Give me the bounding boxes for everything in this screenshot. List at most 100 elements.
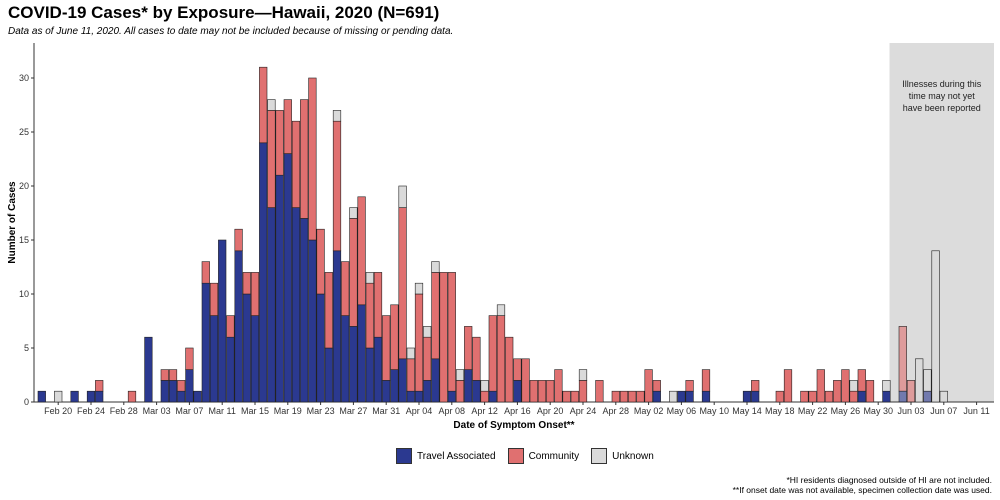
x-tick-label: May 26 bbox=[831, 406, 861, 416]
legend-label-unknown: Unknown bbox=[612, 450, 654, 462]
x-tick-label: Mar 31 bbox=[372, 406, 400, 416]
x-tick-label: Apr 16 bbox=[504, 406, 531, 416]
bar-community bbox=[406, 358, 415, 392]
legend-swatch-community bbox=[507, 448, 524, 464]
bar-unknown bbox=[431, 261, 440, 273]
bar-community bbox=[160, 369, 169, 381]
bar-community bbox=[431, 272, 440, 360]
bar-community bbox=[185, 347, 194, 370]
bar-travel-associated bbox=[357, 304, 366, 403]
bar-community bbox=[226, 315, 235, 338]
y-axis-title: Number of Cases bbox=[7, 181, 18, 264]
bar-travel-associated bbox=[201, 282, 210, 403]
legend-item-community: Community bbox=[507, 448, 579, 464]
bar-travel-associated bbox=[652, 390, 661, 403]
bar-community bbox=[775, 390, 784, 403]
bar-travel-associated bbox=[447, 390, 456, 403]
x-tick-label: Mar 27 bbox=[339, 406, 367, 416]
bar-community bbox=[250, 272, 260, 316]
bar-community bbox=[841, 369, 850, 403]
bar-travel-associated bbox=[406, 390, 415, 403]
bar-travel-associated bbox=[234, 250, 243, 403]
bar-unknown bbox=[365, 272, 374, 284]
bar-community bbox=[562, 390, 571, 403]
bar-travel-associated bbox=[308, 239, 317, 403]
bar-community bbox=[783, 369, 793, 403]
x-tick-label: Mar 11 bbox=[209, 406, 236, 416]
y-tick-label: 20 bbox=[19, 181, 29, 191]
bar-unknown bbox=[455, 369, 465, 381]
bar-travel-associated bbox=[95, 390, 104, 403]
bar-community bbox=[611, 390, 620, 403]
bar-community bbox=[570, 390, 579, 403]
bar-unknown bbox=[332, 110, 342, 122]
shade-annotation-line: time may not yet bbox=[909, 91, 976, 101]
x-tick-label: Mar 23 bbox=[307, 406, 335, 416]
chart-subtitle: Data as of June 11, 2020. All cases to d… bbox=[8, 26, 454, 37]
footnote-1: *HI residents diagnosed outside of HI ar… bbox=[786, 475, 992, 485]
bar-unknown bbox=[496, 304, 506, 316]
x-tick-label: Apr 04 bbox=[406, 406, 433, 416]
bar-community bbox=[324, 272, 333, 349]
bar-unknown bbox=[480, 380, 489, 392]
y-tick-label: 25 bbox=[19, 127, 29, 137]
x-tick-label: Mar 19 bbox=[274, 406, 302, 416]
x-tick-label: Mar 15 bbox=[241, 406, 269, 416]
bar-community bbox=[824, 390, 834, 403]
bar-travel-associated bbox=[414, 390, 424, 403]
chart-legend: Travel Associated Community Unknown bbox=[396, 446, 666, 466]
bar-travel-associated bbox=[390, 369, 399, 403]
bar-unknown bbox=[931, 250, 940, 403]
y-tick-label: 10 bbox=[19, 289, 29, 299]
x-tick-label: Apr 20 bbox=[537, 406, 564, 416]
y-tick-label: 15 bbox=[19, 235, 29, 245]
footnote-2: **If onset date was not available, speci… bbox=[732, 485, 992, 495]
bar-community bbox=[209, 282, 219, 316]
bar-travel-associated bbox=[423, 380, 432, 403]
bar-community bbox=[242, 272, 251, 295]
bar-travel-associated bbox=[341, 315, 350, 403]
bar-travel-associated bbox=[382, 380, 391, 403]
bar-community bbox=[595, 380, 604, 403]
bar-travel-associated bbox=[226, 336, 235, 403]
x-tick-label: Jun 03 bbox=[897, 406, 924, 416]
bar-community bbox=[619, 390, 629, 403]
bar-travel-associated bbox=[193, 390, 202, 403]
bar-travel-associated bbox=[701, 390, 711, 403]
bar-travel-associated bbox=[267, 207, 276, 403]
bar-community bbox=[390, 304, 399, 370]
bar-travel-associated bbox=[742, 390, 752, 403]
bar-travel-associated bbox=[291, 207, 301, 403]
bar-travel-associated bbox=[250, 315, 260, 403]
bar-travel-associated bbox=[242, 293, 251, 403]
bar-travel-associated bbox=[209, 315, 219, 403]
legend-item-travel: Travel Associated bbox=[396, 448, 496, 464]
bar-travel-associated bbox=[168, 380, 178, 403]
x-tick-label: Mar 03 bbox=[143, 406, 171, 416]
x-tick-label: Apr 08 bbox=[439, 406, 466, 416]
bar-community bbox=[808, 390, 817, 403]
bar-community bbox=[865, 380, 875, 403]
bar-community bbox=[546, 380, 555, 403]
bar-travel-associated bbox=[37, 390, 46, 403]
bar-community bbox=[496, 315, 506, 403]
bar-community bbox=[267, 110, 276, 208]
chart-title: COVID-19 Cases* by Exposure—Hawaii, 2020… bbox=[8, 3, 440, 22]
bar-community bbox=[308, 77, 317, 241]
x-tick-label: May 18 bbox=[765, 406, 795, 416]
bar-community bbox=[652, 380, 661, 392]
bar-community bbox=[480, 390, 489, 403]
bar-travel-associated bbox=[751, 390, 760, 403]
bar-community bbox=[259, 66, 268, 144]
bar-community bbox=[423, 336, 432, 381]
bar-community bbox=[833, 380, 842, 403]
bar-community bbox=[291, 120, 301, 208]
bar-travel-associated bbox=[275, 174, 284, 403]
x-tick-label: May 30 bbox=[863, 406, 893, 416]
bar-community bbox=[332, 120, 342, 252]
bar-unknown bbox=[578, 369, 588, 381]
bar-community bbox=[275, 110, 284, 176]
bar-travel-associated bbox=[316, 293, 325, 403]
bar-community bbox=[644, 369, 653, 403]
bar-travel-associated bbox=[349, 326, 358, 403]
